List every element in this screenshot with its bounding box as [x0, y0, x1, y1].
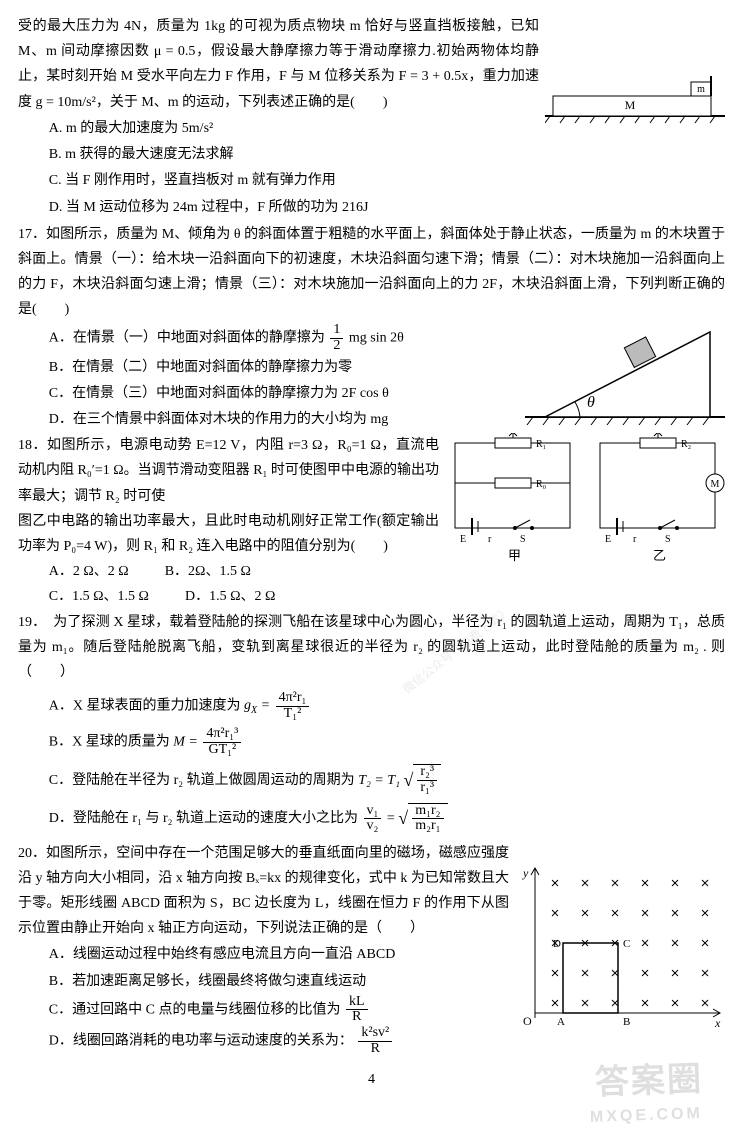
svg-text:x: x	[714, 1016, 721, 1030]
svg-text:y: y	[522, 866, 529, 880]
svg-text:E: E	[460, 534, 466, 545]
q20-opt-b: B．若加速距离足够长，线圈最终将做匀速直线运动	[49, 969, 509, 994]
q18-opt-a: A．2 Ω、2 Ω	[49, 559, 129, 584]
q18-opt-d: D．1.5 Ω、2 Ω	[185, 584, 275, 609]
svg-text:r: r	[633, 534, 637, 545]
svg-text:乙: 乙	[653, 548, 666, 563]
svg-text:A: A	[557, 1016, 565, 1028]
q16-opt-a: A. m 的最大加速度为 5m/s²	[49, 116, 539, 141]
q19-opt-b: B．X 星球的质量为 M = 4π²r₁³GT₁²	[49, 727, 725, 757]
svg-text:r: r	[488, 534, 492, 545]
q18-opt-b: B．2Ω、1.5 Ω	[165, 559, 251, 584]
q20-opt-d: D．线圈回路消耗的电功率与运动速度的关系为： k²sv²R	[49, 1026, 509, 1056]
q17-opt-c: C．在情景（三）中地面对斜面体的静摩擦力为 2F cos θ	[49, 381, 519, 406]
q18-intro-1: 18．如图所示，电源电动势 E=12 V，内阻 r=3 Ω，R₀=1 Ω，直流电…	[18, 433, 439, 509]
svg-text:m: m	[697, 84, 705, 95]
svg-text:R₀: R₀	[536, 479, 547, 490]
q17-figure: θ	[525, 322, 725, 432]
q16-figure: M m	[545, 76, 725, 124]
svg-text:E: E	[605, 534, 611, 545]
svg-text:S: S	[665, 534, 671, 545]
q20-figure: D C A B O x y	[515, 863, 725, 1033]
q19-opt-a: A．X 星球表面的重力加速度为 gX = 4π²r₁T₁²	[49, 691, 725, 721]
svg-text:C: C	[623, 938, 630, 950]
q16-opt-c: C. 当 F 刚作用时，竖直挡板对 m 就有弹力作用	[49, 168, 539, 193]
q17-opt-d: D．在三个情景中斜面体对木块的作用力的大小均为 mg	[49, 407, 519, 432]
q19-intro: 19． 为了探测 X 星球，载着登陆舱的探测飞船在该星球中心为圆心，半径为 r₁…	[18, 610, 725, 686]
q18-opt-c: C．1.5 Ω、1.5 Ω	[49, 584, 149, 609]
page-number: 4	[18, 1067, 725, 1092]
label-M-text: M	[625, 98, 636, 112]
q17-opt-b: B．在情景（二）中地面对斜面体的静摩擦力为零	[49, 355, 519, 380]
svg-text:B: B	[623, 1016, 630, 1028]
q16-intro: 受的最大压力为 4N，质量为 1kg 的可视为质点物块 m 恰好与竖直挡板接触，…	[18, 14, 539, 115]
svg-text:S: S	[520, 534, 526, 545]
svg-text:O: O	[523, 1014, 532, 1028]
q18-intro-2: 图乙中电路的输出功率最大，且此时电动机刚好正常工作(额定输出功率为 P₀=4 W…	[18, 509, 439, 559]
svg-text:R₁: R₁	[536, 439, 546, 450]
q20-opt-a: A．线圈运动过程中始终有感应电流且方向一直沿 ABCD	[49, 942, 509, 967]
svg-text:D: D	[553, 938, 561, 950]
q16-opt-b: B. m 获得的最大速度无法求解	[49, 142, 539, 167]
q17-opt-a: A．在情景（一）中地面对斜面体的静摩擦为 12 mg sin 2θ	[49, 323, 519, 353]
q19-opt-c: C．登陆舱在半径为 r₂ 轨道上做圆周运动的周期为 T₂ = T₁ √r₂³r₁…	[49, 764, 725, 796]
q18-figure: R₁ R₀ E r S 甲 R₂	[445, 433, 725, 563]
svg-text:M: M	[711, 479, 720, 490]
q19-opt-d: D．登陆舱在 r₁ 与 r₂ 轨道上运动的速度大小之比为 v₁v₂ = √m₁r…	[49, 802, 725, 834]
q17-intro: 17．如图所示，质量为 M、倾角为 θ 的斜面体置于粗糙的水平面上，斜面体处于静…	[18, 222, 725, 323]
svg-text:θ: θ	[587, 394, 595, 411]
q20-opt-c: C．通过回路中 C 点的电量与线圈位移的比值为 kLR	[49, 995, 509, 1025]
svg-text:R₂: R₂	[681, 439, 691, 450]
q20-intro: 20．如图所示，空间中存在一个范围足够大的垂直纸面向里的磁场，磁感应强度沿 y …	[18, 841, 509, 942]
q16-opt-d: D. 当 M 运动位移为 24m 过程中，F 所做的功为 216J	[49, 195, 725, 220]
svg-text:甲: 甲	[508, 548, 521, 563]
